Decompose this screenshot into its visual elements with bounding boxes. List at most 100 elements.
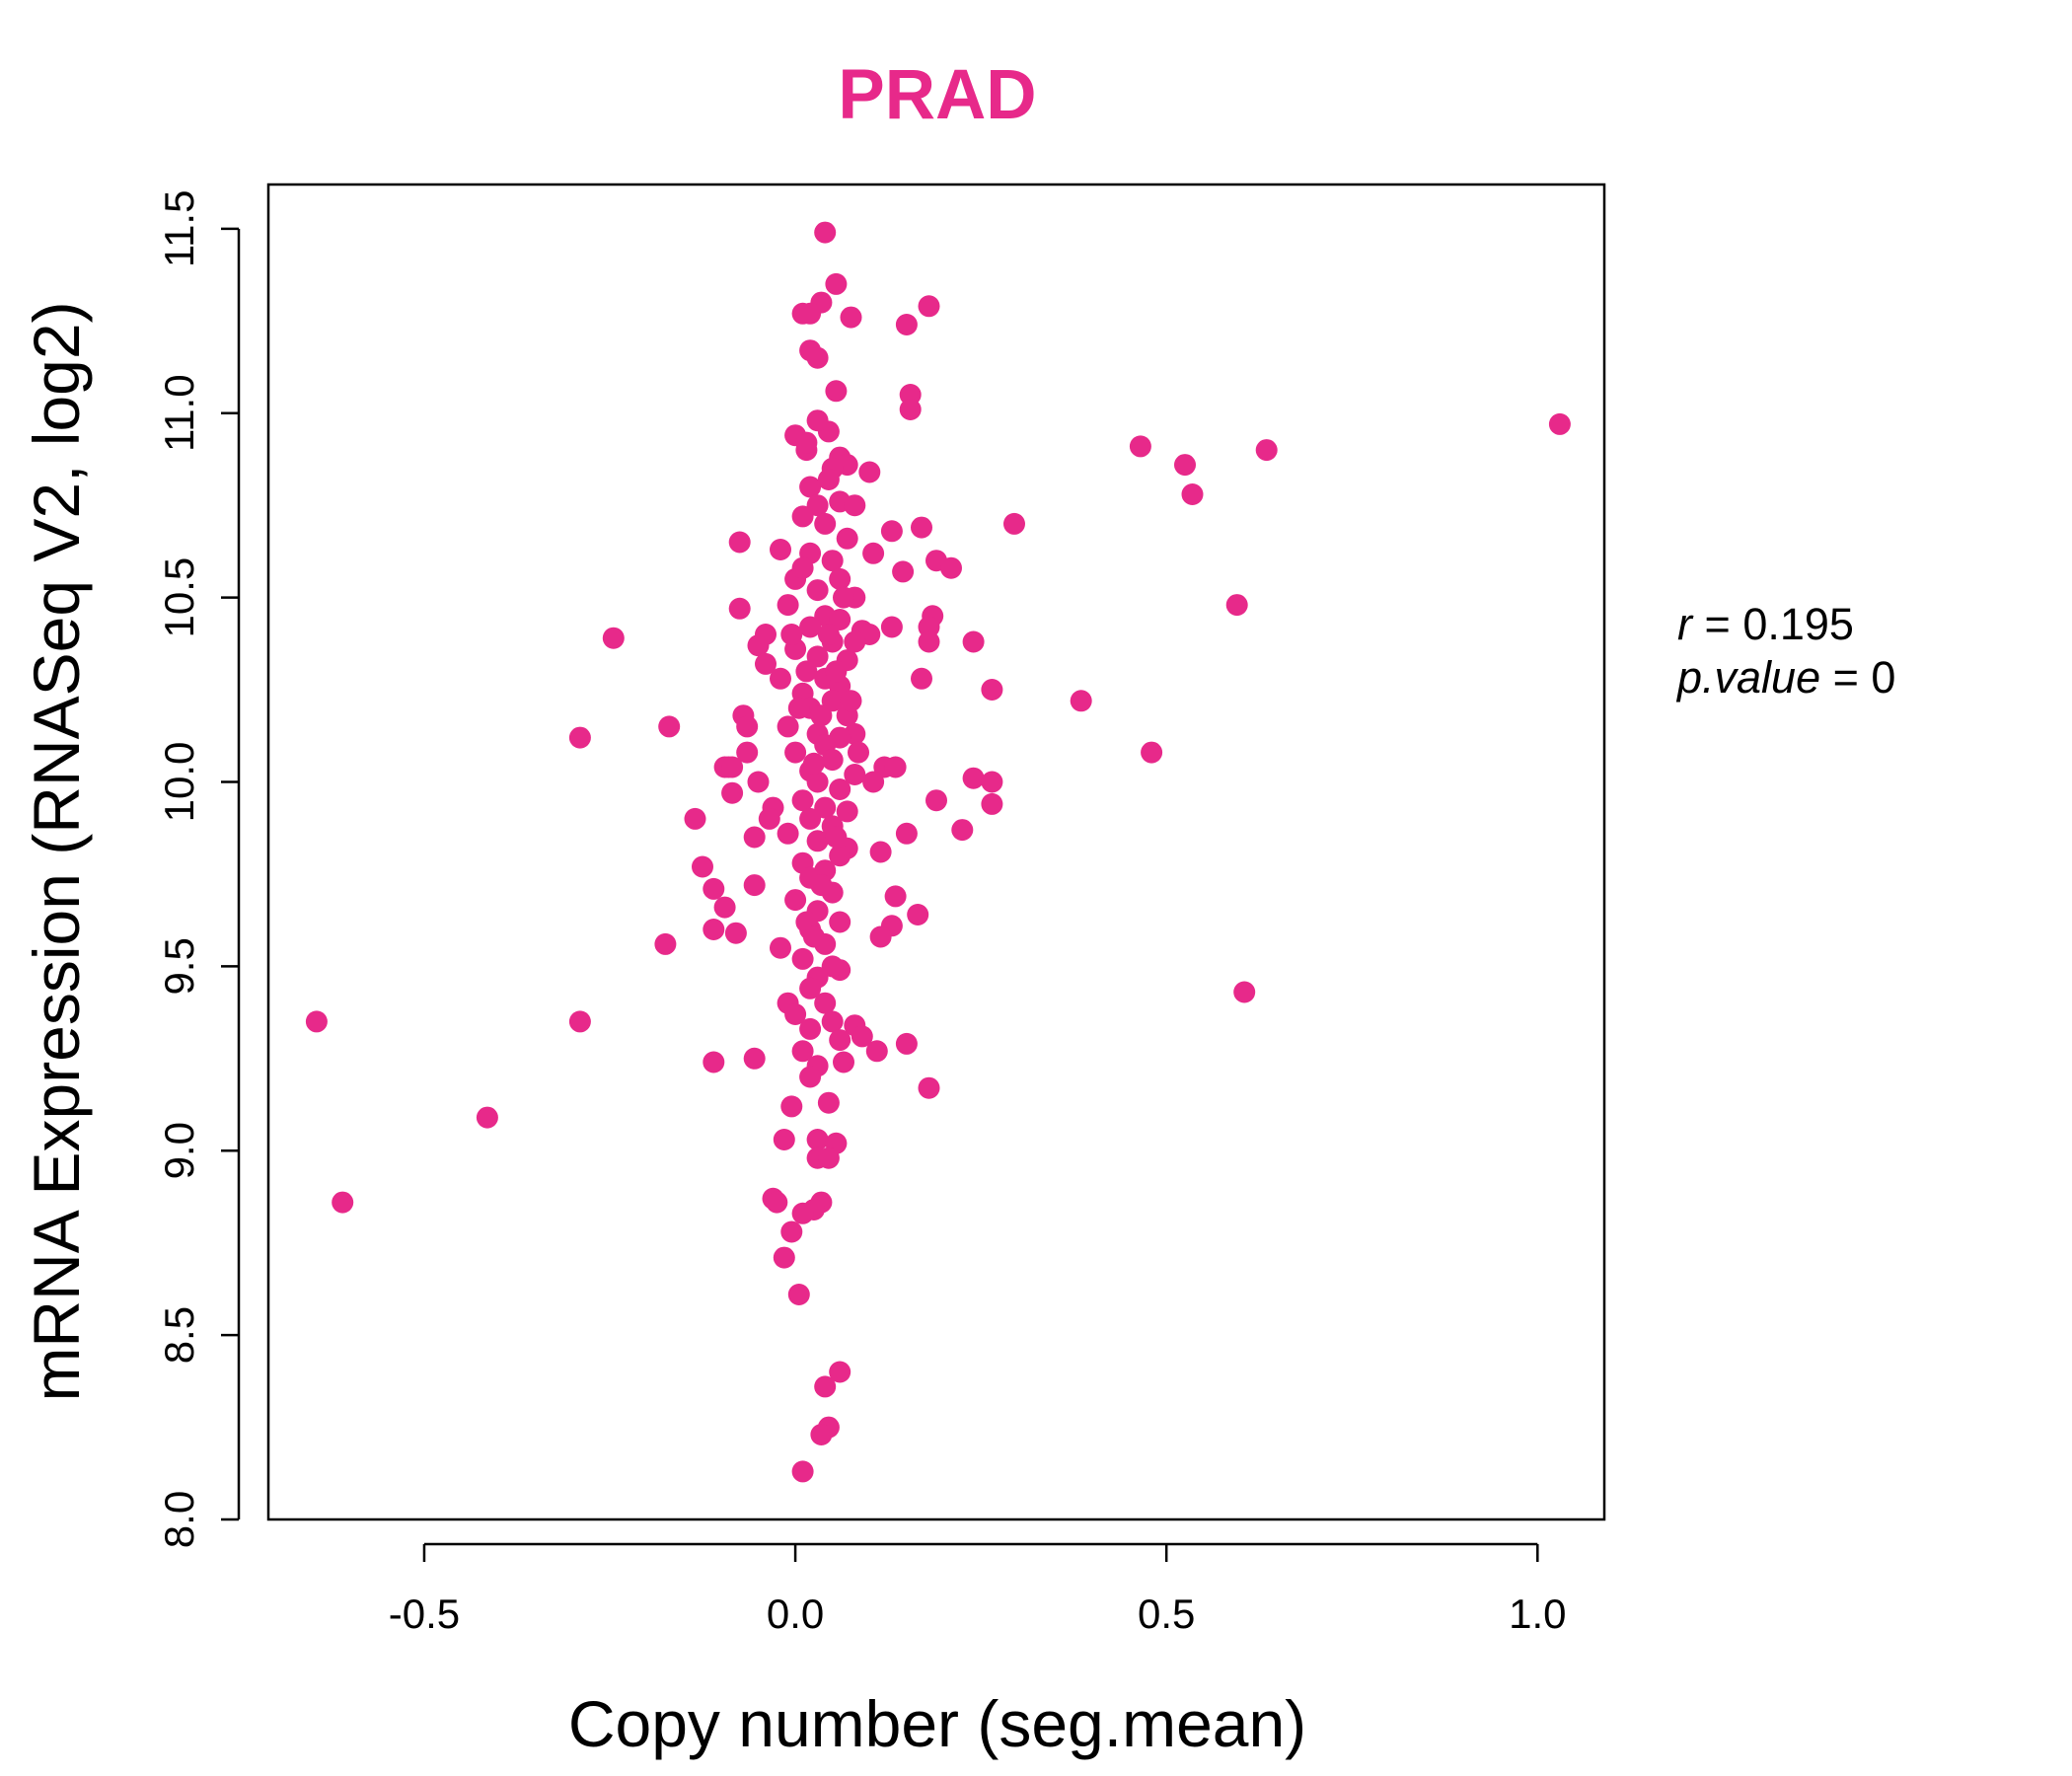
data-point: [840, 306, 862, 329]
data-point: [476, 1106, 498, 1129]
data-point: [791, 1202, 814, 1224]
stat-p-value: 0: [1871, 652, 1895, 703]
data-point: [791, 789, 814, 812]
data-point: [799, 807, 822, 830]
data-point: [962, 630, 985, 653]
data-point: [844, 764, 866, 785]
data-point: [848, 741, 869, 764]
data-point: [736, 741, 759, 764]
data-point: [1070, 690, 1092, 712]
data-point: [829, 609, 851, 630]
y-tick-label: 8.0: [156, 1491, 202, 1548]
data-point: [806, 494, 829, 517]
data-point: [836, 527, 858, 550]
data-point: [806, 645, 829, 668]
data-point: [773, 1246, 795, 1269]
data-point: [829, 911, 851, 933]
data-point: [703, 877, 725, 900]
data-point: [791, 1460, 814, 1483]
data-point: [743, 874, 766, 897]
data-point: [728, 531, 751, 554]
data-point: [821, 690, 844, 712]
data-point: [844, 494, 866, 517]
x-tick-label: 0.0: [767, 1591, 824, 1637]
data-point: [918, 1076, 940, 1099]
data-point: [810, 1424, 833, 1445]
data-point: [814, 992, 837, 1014]
data-point: [858, 461, 881, 483]
x-tick-label: 0.5: [1138, 1591, 1195, 1637]
data-point: [844, 630, 866, 653]
y-tick-label: 10.0: [156, 742, 202, 823]
data-point: [862, 771, 885, 793]
plot-frame: [266, 183, 1606, 1521]
data-point: [829, 567, 851, 590]
data-point: [602, 627, 625, 649]
data-point: [799, 977, 822, 999]
data-point: [884, 885, 907, 908]
data-point: [568, 1010, 591, 1033]
data-point: [817, 1091, 840, 1114]
data-point: [743, 1047, 766, 1070]
data-point: [692, 855, 713, 878]
data-point: [981, 792, 1003, 815]
data-point: [880, 616, 903, 638]
data-point: [787, 697, 810, 719]
data-point: [795, 431, 818, 454]
data-point: [799, 476, 822, 498]
data-point: [895, 314, 918, 335]
data-point: [806, 1129, 829, 1150]
y-tick-label: 9.0: [156, 1122, 202, 1179]
y-axis-label: mRNA Expression (RNASeq V2, log2): [20, 301, 93, 1401]
x-tick-label: 1.0: [1509, 1591, 1566, 1637]
stat-p-label: p.value: [1675, 652, 1820, 703]
data-point: [1233, 981, 1256, 1003]
data-point: [829, 1029, 851, 1052]
data-point: [814, 1375, 837, 1398]
data-point: [895, 822, 918, 845]
data-point: [892, 560, 915, 583]
data-point: [755, 652, 777, 675]
data-point: [918, 295, 940, 318]
x-axis-label: Copy number (seg.mean): [568, 1687, 1306, 1760]
data-point: [1225, 594, 1248, 617]
data-point: [799, 1017, 822, 1040]
data-point: [770, 667, 791, 690]
data-point: [806, 771, 829, 793]
data-point: [806, 346, 829, 369]
data-point: [895, 1032, 918, 1055]
data-point: [568, 726, 591, 749]
data-point: [884, 756, 907, 778]
data-point: [791, 556, 814, 579]
data-point: [795, 660, 818, 683]
data-point: [799, 302, 822, 325]
data-point: [981, 771, 1003, 793]
data-point: [1003, 512, 1025, 535]
data-point: [810, 874, 833, 897]
data-point: [825, 272, 848, 295]
data-point: [721, 781, 744, 804]
data-point: [1181, 483, 1204, 505]
stat-p: p.value = 0: [1675, 652, 1895, 703]
data-point: [806, 579, 829, 602]
stat-r: r = 0.195: [1677, 599, 1854, 649]
data-point: [713, 896, 736, 919]
y-tick-label: 11.0: [156, 374, 202, 452]
data-point: [825, 660, 848, 683]
data-point: [918, 630, 940, 653]
points-layer: [305, 221, 1571, 1483]
data-point: [1255, 439, 1278, 462]
data-point: [684, 807, 706, 830]
data-point: [825, 380, 848, 403]
data-point: [851, 1025, 873, 1048]
data-point: [869, 925, 892, 948]
data-point: [780, 624, 803, 645]
y-tick-label: 9.5: [156, 937, 202, 995]
data-point: [911, 667, 932, 690]
x-tick-label: -0.5: [389, 1591, 460, 1637]
data-point: [821, 1010, 844, 1033]
data-point: [721, 756, 744, 778]
data-point: [925, 789, 947, 812]
data-point: [799, 616, 822, 638]
